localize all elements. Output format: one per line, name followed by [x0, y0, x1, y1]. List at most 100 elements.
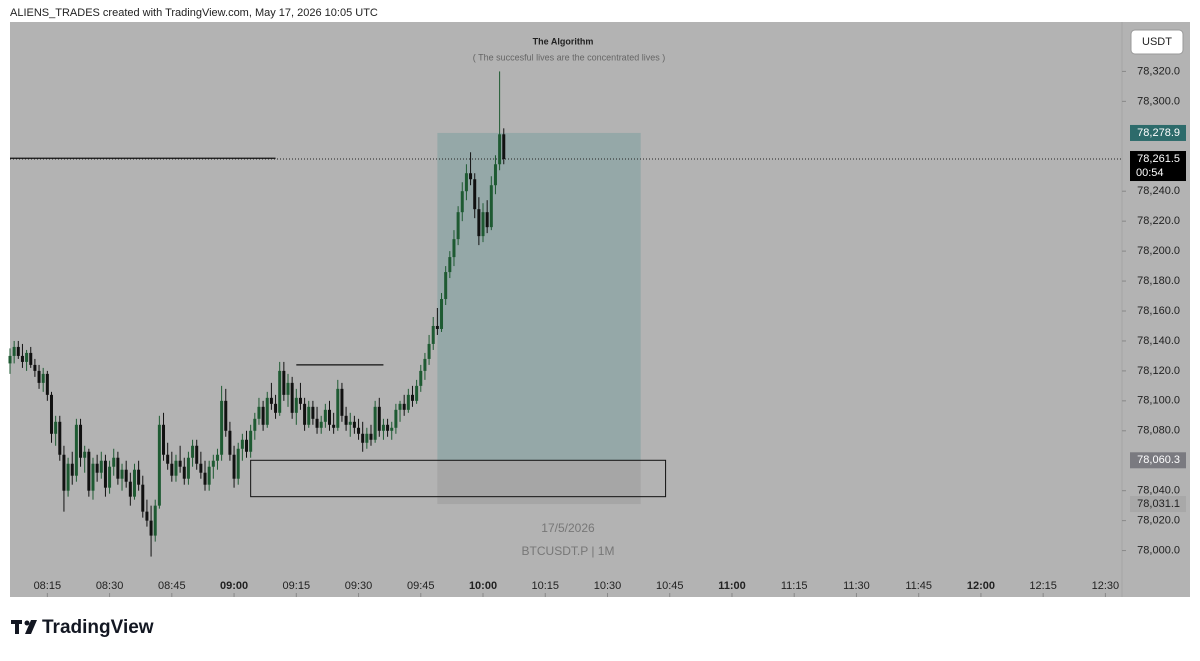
y-tick-label: 78,200.0	[1137, 245, 1180, 257]
candle-body	[444, 272, 448, 300]
x-tick-label: 09:30	[345, 580, 373, 592]
candle-body	[303, 403, 307, 425]
candle-body	[435, 325, 439, 329]
price-badge-label: 78,031.1	[1137, 498, 1180, 510]
candle-body	[228, 430, 232, 455]
y-tick-label: 78,320.0	[1137, 65, 1180, 77]
candle-body	[294, 397, 298, 413]
candle-body	[74, 424, 78, 476]
candle-body	[232, 454, 236, 479]
candle-body	[108, 466, 112, 488]
candle-body	[87, 451, 91, 491]
candle-body	[257, 406, 261, 419]
countdown: 00:54	[1136, 167, 1164, 179]
candle-body	[141, 484, 145, 512]
candle-body	[485, 212, 489, 228]
x-tick-label: 10:15	[531, 580, 559, 592]
candle-body	[224, 400, 228, 431]
candle-body	[162, 424, 166, 455]
candle-body	[99, 460, 103, 473]
candle-body	[327, 409, 331, 425]
candle-body	[8, 355, 12, 364]
candle-body	[128, 481, 132, 497]
header: ALIENS_TRADES created with TradingView.c…	[10, 7, 378, 19]
watermark-date: 17/5/2026	[541, 521, 595, 535]
candle-body	[120, 469, 124, 479]
x-tick-label: 12:00	[967, 580, 995, 592]
candle-body	[365, 433, 369, 443]
candle-body	[116, 457, 120, 479]
candle-body	[191, 445, 195, 458]
y-tick-label: 78,140.0	[1137, 335, 1180, 347]
price-badge	[1130, 496, 1186, 513]
candle-body	[58, 421, 62, 455]
position-target-zone	[437, 132, 641, 461]
candle-body	[66, 463, 70, 491]
candle-body	[274, 403, 278, 413]
candle-body	[79, 424, 83, 458]
x-tick-label: 10:45	[656, 580, 684, 592]
candle-body	[95, 463, 99, 473]
currency-button[interactable]	[1130, 29, 1184, 55]
candle-body	[253, 418, 257, 431]
candle-body	[211, 460, 215, 467]
x-tick-label: 09:00	[220, 580, 248, 592]
candle-body	[16, 346, 20, 356]
price-badge	[1130, 151, 1186, 182]
candle-body	[481, 212, 485, 237]
candle-body	[124, 469, 128, 482]
candle-body	[149, 520, 153, 536]
y-tick-label: 78,180.0	[1137, 275, 1180, 287]
candle-body	[174, 460, 178, 476]
candle-body	[182, 466, 186, 479]
price-badge	[1130, 452, 1186, 469]
candle-body	[460, 191, 464, 213]
candle-body	[166, 454, 170, 464]
candle-body	[282, 370, 286, 395]
x-tick-label: 09:15	[283, 580, 311, 592]
candle-body	[245, 439, 249, 452]
candle-body	[348, 421, 352, 425]
candle-body	[464, 173, 468, 192]
candle-body	[45, 373, 49, 395]
x-tick-label: 11:45	[905, 580, 932, 592]
candle-body	[373, 406, 377, 440]
y-tick-label: 78,040.0	[1137, 485, 1180, 497]
x-tick-label: 12:15	[1029, 580, 1057, 592]
candle-body	[195, 445, 199, 464]
candle-body	[249, 430, 253, 452]
currency[interactable]: USDT	[1142, 36, 1172, 48]
candle-body	[70, 463, 74, 476]
candle-body	[323, 409, 327, 422]
candle-body	[473, 179, 477, 210]
candle-body	[236, 448, 240, 479]
candle-body	[290, 382, 294, 413]
candle-body	[406, 394, 410, 410]
candle-body	[340, 388, 344, 416]
candle-body	[477, 209, 481, 237]
candle-body	[269, 397, 273, 404]
candle-body	[153, 505, 157, 536]
y-tick-label: 78,080.0	[1137, 425, 1180, 437]
candle-body	[278, 370, 282, 413]
candle-body	[357, 427, 361, 434]
candle-body	[390, 427, 394, 431]
candle-body	[498, 134, 502, 165]
candle-body	[336, 388, 340, 428]
candle-body	[286, 382, 290, 395]
candle-body	[157, 424, 161, 506]
candle-body	[298, 397, 302, 404]
y-tick-label: 78,160.0	[1137, 305, 1180, 317]
candle-body	[452, 239, 456, 258]
candle-body	[311, 406, 315, 419]
candle-body	[361, 433, 365, 443]
candle-body	[12, 346, 16, 356]
position-stop-zone	[437, 460, 641, 505]
y-tick-label: 78,240.0	[1137, 185, 1180, 197]
candle-body	[207, 466, 211, 485]
candle-body	[29, 352, 33, 365]
candle-body	[456, 212, 460, 240]
candle-body	[54, 421, 58, 434]
